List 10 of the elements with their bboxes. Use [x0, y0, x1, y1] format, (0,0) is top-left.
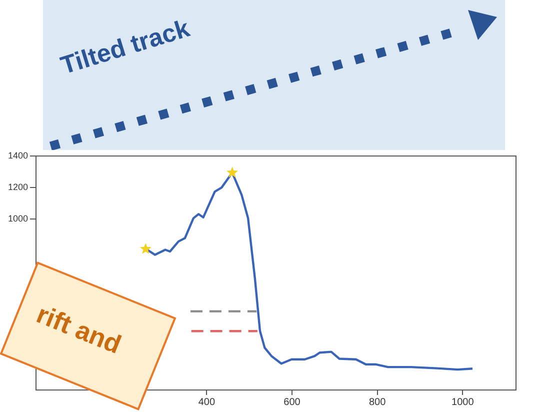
y-tick-label: 1400	[8, 150, 28, 160]
y-tick-label: 1200	[8, 182, 28, 192]
text: Tilted track	[58, 14, 194, 81]
x-tick-label: 600	[284, 396, 301, 408]
note-card: rift and	[0, 262, 176, 410]
y-tick-label: 1000	[8, 213, 28, 224]
x-tick-label: 400	[198, 396, 216, 408]
x-tick-label: 1000	[452, 396, 474, 408]
annotation: rift and	[32, 298, 126, 360]
x-tick-label: 800	[368, 396, 386, 408]
